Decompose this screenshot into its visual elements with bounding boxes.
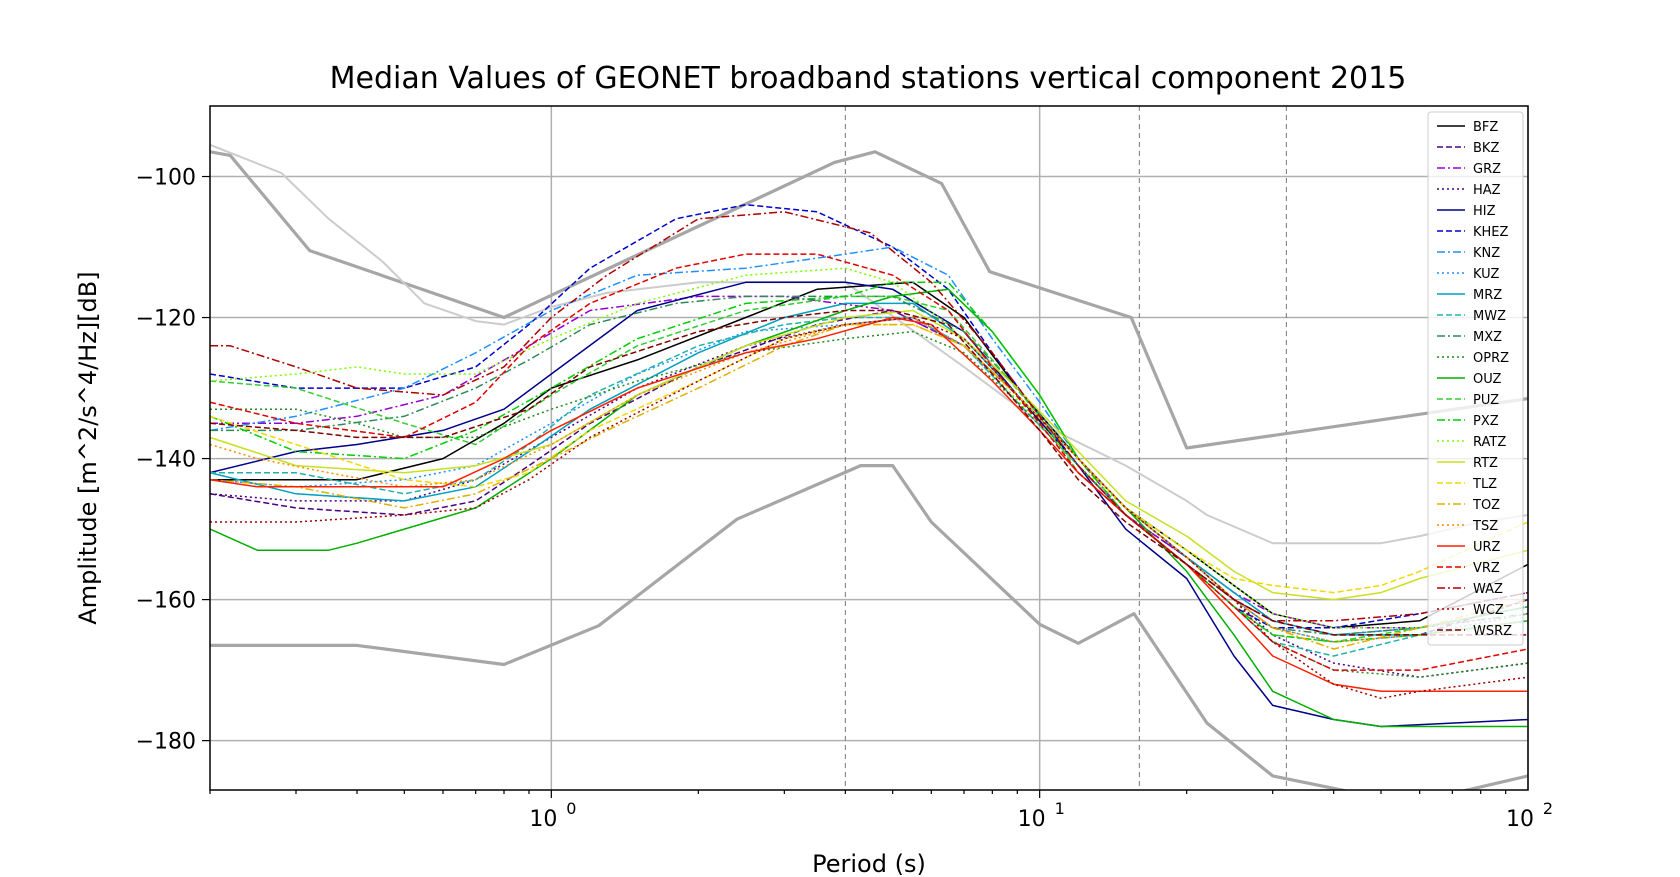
series-line-oprz <box>210 330 1528 678</box>
axis-ticks: 10 0 10 1 10 2 −180 −160 −140 −120 −100 <box>136 166 1554 832</box>
series-lines <box>210 203 1528 728</box>
series-line-wcz <box>210 316 1528 700</box>
legend-label: BFZ <box>1473 120 1498 135</box>
series-line-puz <box>210 295 1528 643</box>
noise-model-curve <box>210 464 1528 790</box>
noise-model-curve <box>210 150 1528 450</box>
series-line-rtz <box>210 309 1528 601</box>
legend: BFZ BKZ GRZ HAZ HIZ KHEZ KNZ KUZ MRZ MWZ MXZ OPRZ OU… <box>1427 111 1524 646</box>
legend-label: HIZ <box>1473 204 1496 219</box>
series-line-ratz <box>210 267 1528 629</box>
legend-label: VRZ <box>1473 561 1500 576</box>
legend-label: GRZ <box>1473 162 1501 177</box>
legend-label: KUZ <box>1473 267 1499 282</box>
legend-label: MRZ <box>1473 288 1502 303</box>
legend-label: WCZ <box>1473 603 1504 618</box>
series-line-waz <box>210 211 1528 622</box>
legend-label: TOZ <box>1472 498 1500 513</box>
legend-label: TSZ <box>1472 519 1498 534</box>
series-line-urz <box>210 316 1528 693</box>
legend-label: URZ <box>1473 540 1501 555</box>
legend-label: KNZ <box>1473 246 1500 261</box>
x-tick-label: 10 <box>529 807 557 832</box>
series-line-pxz <box>210 281 1528 643</box>
legend-label: RTZ <box>1473 456 1498 471</box>
x-tick-label: 10 <box>1018 807 1046 832</box>
legend-label: OUZ <box>1473 372 1502 387</box>
legend-label: BKZ <box>1473 141 1499 156</box>
legend-label: PXZ <box>1473 414 1499 429</box>
legend-label: PUZ <box>1473 393 1499 408</box>
reference-lines <box>844 106 1287 790</box>
x-tick-exponent: 2 <box>1543 799 1553 818</box>
legend-label: MWZ <box>1473 309 1506 324</box>
x-axis-label: Period (s) <box>812 850 926 877</box>
y-tick-label: −100 <box>136 166 196 191</box>
x-tick-exponent: 0 <box>566 799 576 818</box>
series-line-mxz <box>210 295 1528 636</box>
legend-label: OPRZ <box>1473 351 1509 366</box>
series-line-wsrz <box>210 309 1528 636</box>
series-line-toz <box>210 323 1528 650</box>
y-tick-label: −180 <box>136 730 196 755</box>
legend-label: WAZ <box>1473 582 1503 597</box>
series-line-bfz <box>210 281 1528 629</box>
y-tick-label: −160 <box>136 589 196 614</box>
y-axis-label: Amplitude [m^2/s^4/Hz][dB] <box>74 271 102 624</box>
x-tick-label: 10 <box>1506 807 1534 832</box>
chart-title: Median Values of GEONET broadband statio… <box>330 61 1407 96</box>
x-tick-exponent: 1 <box>1055 799 1065 818</box>
legend-label: WSRZ <box>1473 624 1512 639</box>
legend-label: RATZ <box>1473 435 1506 450</box>
series-line-khez <box>210 203 1528 629</box>
legend-label: TLZ <box>1472 477 1497 492</box>
y-tick-label: −120 <box>136 307 196 332</box>
legend-label: MXZ <box>1473 330 1502 345</box>
legend-box <box>1427 111 1524 646</box>
legend-label: KHEZ <box>1473 225 1509 240</box>
series-line-hiz <box>210 281 1528 728</box>
legend-label: HAZ <box>1473 183 1501 198</box>
y-tick-label: −140 <box>136 448 196 473</box>
plot-frame <box>209 105 1529 791</box>
series-line-mrz <box>210 302 1528 636</box>
